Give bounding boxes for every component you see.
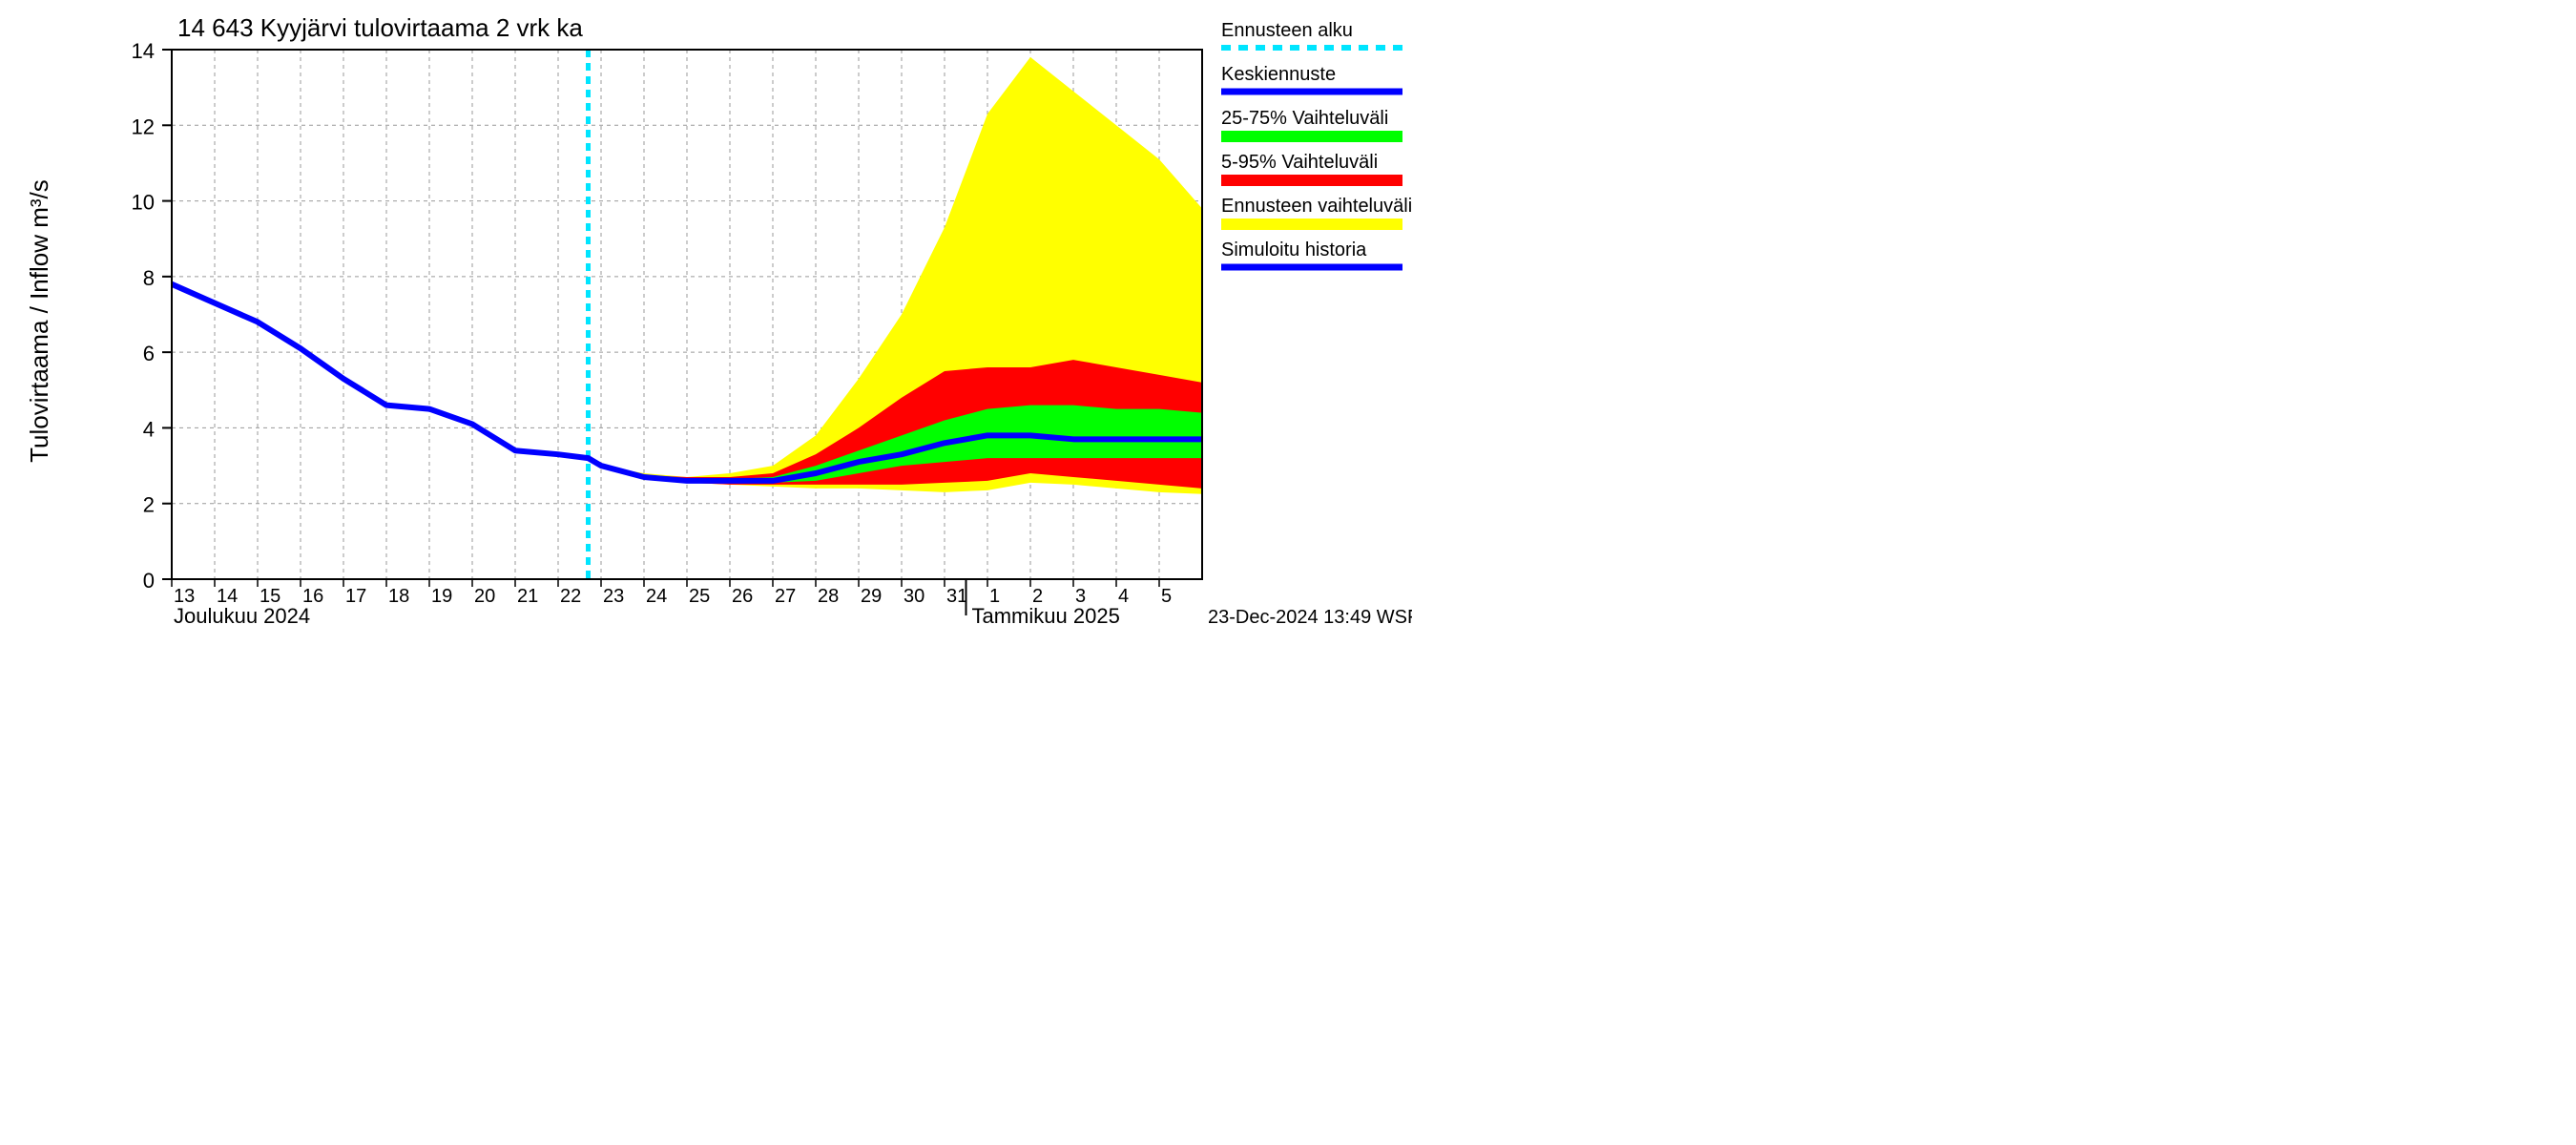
- x-tick-label: 29: [861, 586, 882, 607]
- y-tick-label: 4: [143, 417, 155, 441]
- x-tick-label: 30: [904, 586, 924, 607]
- legend-label: Simuloitu historia: [1221, 239, 1367, 260]
- x-tick-label: 23: [603, 586, 624, 607]
- x-tick-label: 20: [474, 586, 495, 607]
- chart-footer: 23-Dec-2024 13:49 WSFS-O: [1208, 607, 1412, 628]
- y-axis-label: Tulovirtaama / Inflow m³/s: [25, 179, 53, 463]
- legend-label: 5-95% Vaihteluväli: [1221, 152, 1378, 173]
- x-tick-label: 17: [345, 586, 366, 607]
- x-tick-label: 22: [560, 586, 581, 607]
- legend-label: 25-75% Vaihteluväli: [1221, 108, 1388, 129]
- x-tick-label: 21: [517, 586, 538, 607]
- y-tick-label: 0: [143, 569, 155, 593]
- x-tick-label: 28: [818, 586, 839, 607]
- legend-label: Ennusteen alku: [1221, 20, 1353, 41]
- month-label-left-1: Joulukuu 2024: [174, 604, 310, 628]
- chart-svg: 0246810121413141516171819202122232425262…: [0, 0, 1412, 630]
- y-tick-label: 14: [132, 39, 155, 63]
- x-tick-label: 24: [646, 586, 667, 607]
- hydrograph-chart: 0246810121413141516171819202122232425262…: [0, 0, 1412, 630]
- month-label-right-1: Tammikuu 2025: [972, 604, 1120, 628]
- legend-label: Ennusteen vaihteluväli: [1221, 196, 1412, 217]
- x-tick-label: 5: [1161, 586, 1172, 607]
- x-tick-label: 26: [732, 586, 753, 607]
- legend-label: Keskiennuste: [1221, 64, 1336, 85]
- y-tick-label: 6: [143, 342, 155, 365]
- legend-swatch: [1221, 131, 1402, 142]
- y-tick-label: 10: [132, 191, 155, 215]
- month-label-left-2: December: [174, 627, 270, 630]
- legend-swatch: [1221, 219, 1402, 230]
- y-tick-label: 8: [143, 266, 155, 290]
- y-tick-label: 2: [143, 493, 155, 517]
- legend-swatch: [1221, 175, 1402, 186]
- chart-title: 14 643 Kyyjärvi tulovirtaama 2 vrk ka: [177, 13, 583, 42]
- x-tick-label: 19: [431, 586, 452, 607]
- x-tick-label: 27: [775, 586, 796, 607]
- y-tick-label: 12: [132, 114, 155, 138]
- x-tick-label: 18: [388, 586, 409, 607]
- x-tick-label: 25: [689, 586, 710, 607]
- x-tick-label: 31: [946, 586, 967, 607]
- month-label-right-2: January: [972, 627, 1047, 630]
